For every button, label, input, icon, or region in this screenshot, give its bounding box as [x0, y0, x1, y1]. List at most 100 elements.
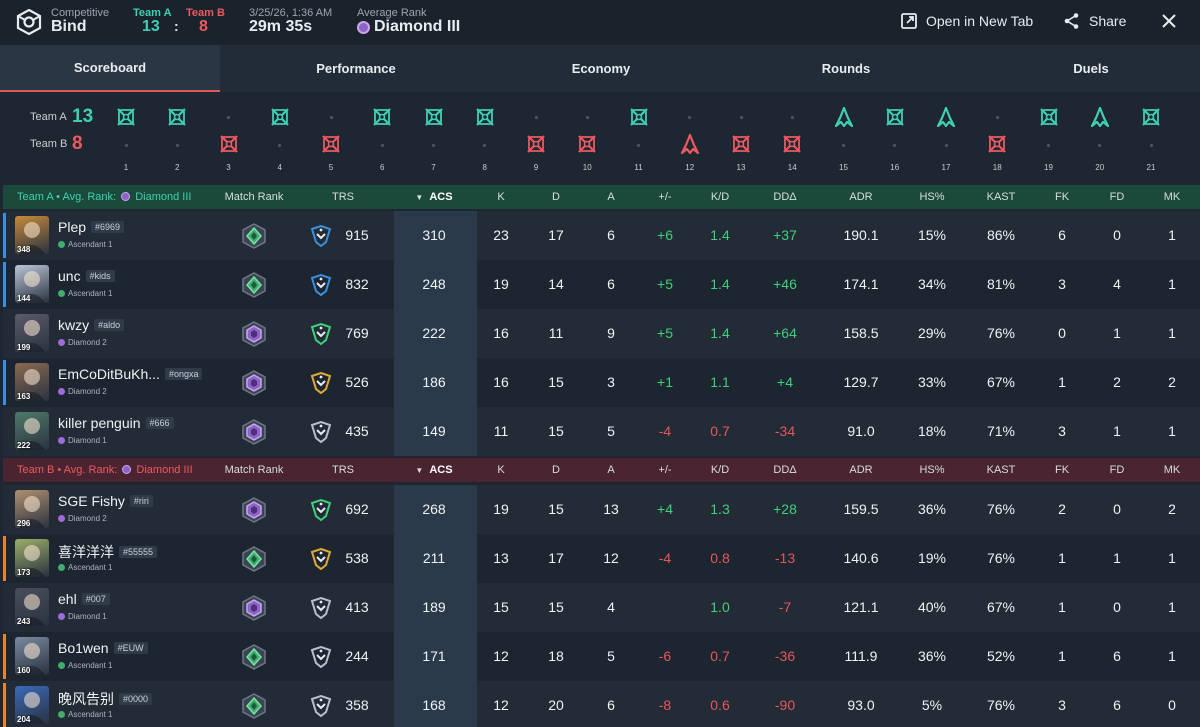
elimination-round-icon[interactable]	[1141, 107, 1161, 127]
column-header-fk[interactable]: FK	[1054, 464, 1070, 476]
spike-round-icon[interactable]	[680, 134, 700, 154]
agent-avatar[interactable]	[15, 588, 49, 626]
column-header-fd[interactable]: FD	[1109, 464, 1125, 476]
elimination-round-icon[interactable]	[372, 107, 392, 127]
player-row[interactable]: 348 Plep #6969 Ascendant 1 915 310 23 17 6 +6 1.4 +…	[3, 211, 1200, 260]
player-name[interactable]: 晚风告别 #0000	[58, 689, 153, 709]
elimination-round-icon[interactable]	[424, 107, 444, 127]
player-row[interactable]: 243 ehl #007 Diamond 1 413 189 15 15 4 1.0 -7 121.1…	[3, 583, 1200, 632]
elimination-round-icon[interactable]	[629, 107, 649, 127]
column-header-adr[interactable]: ADR	[849, 191, 873, 203]
column-header-pm[interactable]: +/-	[658, 191, 672, 203]
round-number: 4	[277, 163, 282, 172]
column-header-acs[interactable]: ▼ ACS	[404, 458, 464, 482]
spike-round-icon[interactable]	[1090, 107, 1110, 127]
player-name[interactable]: 喜洋洋洋 #55555	[58, 542, 158, 562]
player-row[interactable]: 296 SGE Fishy #riri Diamond 2 692 268 19 15 13 +4…	[3, 485, 1200, 534]
column-header-mk[interactable]: MK	[1163, 191, 1181, 203]
close-icon[interactable]	[1161, 13, 1177, 29]
elimination-round-icon[interactable]	[219, 134, 239, 154]
elimination-round-icon[interactable]	[1039, 107, 1059, 127]
column-header-kd[interactable]: K/D	[710, 191, 730, 203]
tab-performance[interactable]: Performance	[316, 61, 396, 76]
tab-rounds[interactable]: Rounds	[821, 61, 871, 76]
agent-avatar[interactable]	[15, 314, 49, 352]
column-header-hs[interactable]: HS%	[919, 464, 945, 476]
player-row[interactable]: 204 晚风告别 #0000 Ascendant 1 358 168 12 20 6 -8 0.6 -…	[3, 681, 1200, 727]
player-row[interactable]: 163 EmCoDitBuKh... #ongxa Diamond 2 526 186 16…	[3, 358, 1200, 407]
elimination-round-icon[interactable]	[321, 134, 341, 154]
elimination-round-icon[interactable]	[987, 134, 1007, 154]
elimination-round-icon[interactable]	[885, 107, 905, 127]
tab-economy[interactable]: Economy	[571, 61, 631, 76]
column-header-trs[interactable]: TRS	[332, 464, 354, 476]
round-loss-marker	[227, 116, 230, 119]
elimination-round-icon[interactable]	[577, 134, 597, 154]
column-header-dd[interactable]: DDΔ	[773, 191, 797, 203]
player-name[interactable]: killer penguin #666	[58, 415, 174, 431]
player-name[interactable]: unc #kids	[58, 268, 115, 284]
game-logo-icon	[16, 9, 42, 35]
column-header-mk[interactable]: MK	[1163, 464, 1181, 476]
column-header-kd[interactable]: K/D	[710, 464, 730, 476]
player-rank-text: Diamond 2	[68, 514, 107, 523]
column-header-kast[interactable]: KAST	[986, 191, 1016, 203]
player-row[interactable]: 144 unc #kids Ascendant 1 832 248 19 14 6 +5 1.4 +4…	[3, 260, 1200, 309]
open-new-tab-button[interactable]: Open in New Tab	[900, 12, 1033, 30]
column-header-k[interactable]: K	[497, 464, 505, 476]
player-row[interactable]: 173 喜洋洋洋 #55555 Ascendant 1 538 211 13 17 12 -4 0.…	[3, 534, 1200, 583]
acs-highlight	[394, 583, 477, 632]
column-header-pm[interactable]: +/-	[658, 464, 672, 476]
column-header-dd[interactable]: DDΔ	[773, 464, 797, 476]
spike-round-icon[interactable]	[936, 107, 956, 127]
column-header-k[interactable]: K	[497, 191, 505, 203]
agent-avatar[interactable]	[15, 637, 49, 675]
elimination-round-icon[interactable]	[270, 107, 290, 127]
tab-duels[interactable]: Duels	[1073, 61, 1109, 76]
elimination-round-icon[interactable]	[731, 134, 751, 154]
column-header-kast[interactable]: KAST	[986, 464, 1016, 476]
acs-highlight	[394, 407, 477, 456]
agent-avatar[interactable]	[15, 539, 49, 577]
agent-avatar[interactable]	[15, 686, 49, 724]
column-header-acs[interactable]: ▼ ACS	[404, 185, 464, 209]
player-name[interactable]: ehl #007	[58, 591, 110, 607]
agent-avatar[interactable]	[15, 265, 49, 303]
round-loss-marker	[278, 144, 282, 147]
player-name[interactable]: SGE Fishy #riri	[58, 493, 153, 509]
round-number: 2	[175, 163, 180, 172]
column-header-mr[interactable]: Match Rank	[224, 464, 284, 476]
agent-avatar[interactable]	[15, 412, 49, 450]
column-header-mr[interactable]: Match Rank	[224, 191, 284, 203]
column-header-d[interactable]: D	[552, 191, 560, 203]
player-name[interactable]: EmCoDitBuKh... #ongxa	[58, 366, 203, 382]
player-name[interactable]: Bo1wen #EUW	[58, 640, 148, 656]
player-row[interactable]: 222 killer penguin #666 Diamond 1 435 149 11 15…	[3, 407, 1200, 456]
column-header-a[interactable]: A	[607, 464, 615, 476]
column-header-d[interactable]: D	[552, 464, 560, 476]
column-header-hs[interactable]: HS%	[919, 191, 945, 203]
player-row[interactable]: 160 Bo1wen #EUW Ascendant 1 244 171 12 18 5 -6 0.7…	[3, 632, 1200, 681]
column-header-a[interactable]: A	[607, 191, 615, 203]
elimination-round-icon[interactable]	[116, 107, 136, 127]
player-name[interactable]: kwzy #aldo	[58, 317, 125, 333]
agent-avatar[interactable]	[15, 216, 49, 254]
elimination-round-icon[interactable]	[526, 134, 546, 154]
tab-scoreboard[interactable]: Scoreboard	[0, 45, 220, 92]
column-header-trs[interactable]: TRS	[332, 191, 354, 203]
elimination-round-icon[interactable]	[782, 134, 802, 154]
column-header-fk[interactable]: FK	[1054, 191, 1070, 203]
player-name[interactable]: Plep #6969	[58, 219, 125, 235]
column-header-fd[interactable]: FD	[1109, 191, 1125, 203]
spike-round-icon[interactable]	[834, 107, 854, 127]
elimination-round-icon[interactable]	[167, 107, 187, 127]
stat-d: 15	[548, 374, 564, 390]
elimination-round-icon[interactable]	[475, 107, 495, 127]
player-name-text: kwzy	[58, 317, 90, 333]
agent-avatar[interactable]	[15, 490, 49, 528]
share-button[interactable]: Share	[1063, 12, 1126, 30]
stat-a: 9	[607, 325, 615, 341]
player-row[interactable]: 199 kwzy #aldo Diamond 2 769 222 16 11 9 +5 1.4 +64…	[3, 309, 1200, 358]
column-header-adr[interactable]: ADR	[849, 464, 873, 476]
agent-avatar[interactable]	[15, 363, 49, 401]
